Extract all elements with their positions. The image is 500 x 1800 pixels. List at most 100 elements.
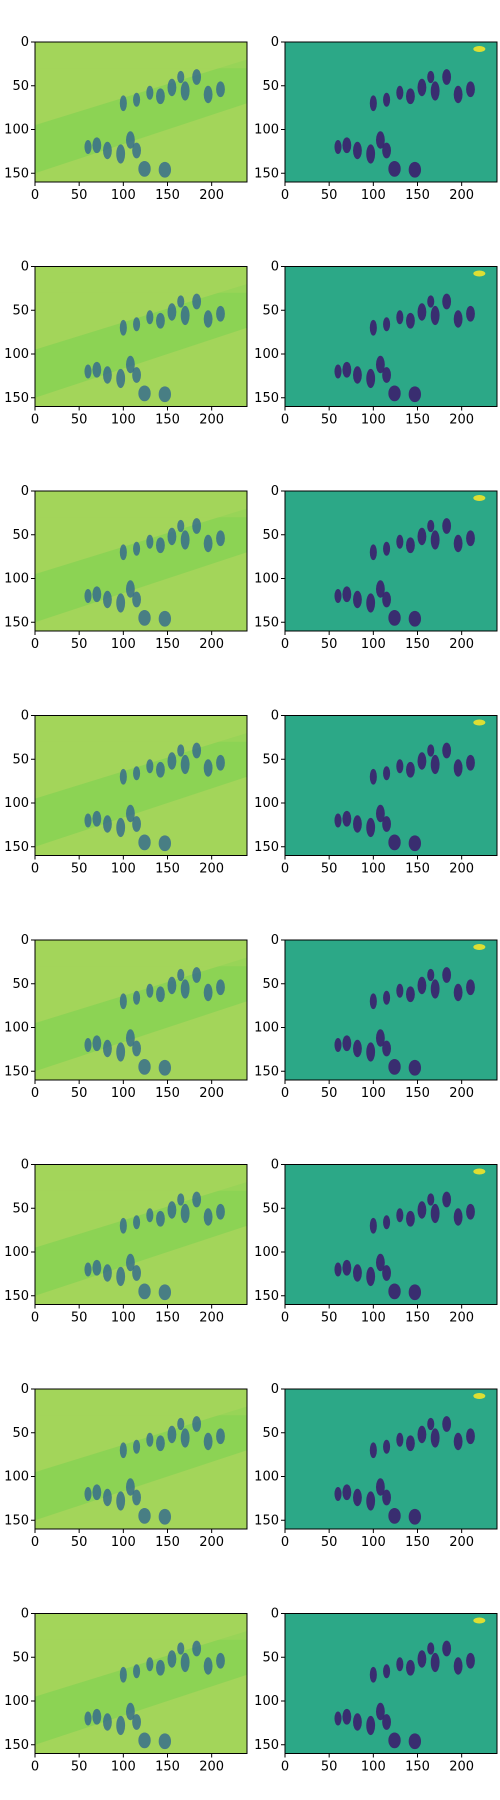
x-tick-label: 100 (361, 1086, 386, 1101)
y-tick-label: 150 (4, 1064, 29, 1079)
image-blob (167, 1650, 177, 1668)
bright-spot (473, 270, 486, 277)
image-blob (369, 768, 377, 785)
image-blob (342, 810, 352, 827)
image-top-band (35, 715, 247, 742)
image-blob (156, 88, 165, 105)
image-blob (408, 1059, 422, 1076)
image-blob (132, 142, 141, 159)
image-blob (203, 85, 213, 104)
y-tick-label: 150 (254, 1064, 279, 1079)
y-tick-label: 150 (4, 615, 29, 630)
image-background (285, 491, 497, 631)
y-tick-label: 50 (262, 977, 279, 992)
image-blob (427, 1417, 435, 1431)
image-blob (192, 69, 202, 85)
panel-image (285, 715, 497, 856)
image-blob (167, 1425, 177, 1444)
x-tick-label: 100 (111, 637, 136, 652)
image-blob (167, 976, 177, 995)
y-tick-label: 100 (254, 572, 279, 587)
image-background (285, 1164, 497, 1305)
panel-image (35, 1389, 247, 1529)
image-blob (430, 1428, 440, 1448)
x-tick-label: 150 (405, 1086, 430, 1101)
image-blob (366, 144, 376, 164)
image-blob (366, 368, 376, 389)
image-blob (382, 142, 392, 159)
image-blob (156, 1210, 165, 1227)
x-tick-label: 0 (31, 1535, 39, 1550)
image-blob (453, 983, 463, 1002)
reconstruction-panel-6: 0 50 100 150 200 0 50 100 150 (4, 1158, 248, 1326)
x-tick-label: 200 (449, 1086, 474, 1101)
y-tick-label: 50 (12, 79, 29, 94)
x-tick-label: 50 (321, 1760, 338, 1775)
y-tick-label: 50 (262, 528, 279, 543)
image-background (285, 1389, 497, 1529)
x-tick-label: 200 (449, 862, 474, 877)
image-blob (334, 140, 342, 154)
x-tick-label: 100 (111, 188, 136, 203)
y-tick-label: 50 (12, 303, 29, 318)
residual-panel-6: 0 50 100 150 200 0 50 100 150 (254, 1158, 498, 1326)
image-blob (132, 591, 141, 608)
residual-panel-7: 0 50 100 150 200 0 50 100 150 (254, 1382, 498, 1550)
image-blob (408, 610, 422, 627)
y-tick-label: 150 (254, 615, 279, 630)
image-blob (146, 759, 154, 774)
image-blob (177, 1642, 185, 1655)
y-tick-label: 50 (12, 1650, 29, 1665)
image-blob (396, 1208, 404, 1223)
y-tick-label: 150 (4, 1738, 29, 1753)
image-blob (192, 1416, 202, 1432)
bright-spot (473, 1168, 486, 1175)
image-blob (383, 766, 391, 781)
image-blob (382, 1489, 392, 1506)
image-blob (375, 1253, 385, 1272)
image-blob (180, 979, 190, 999)
image-blob (466, 1652, 475, 1669)
y-tick-label: 0 (21, 484, 29, 499)
image-blob (417, 303, 427, 321)
x-tick-label: 50 (321, 1535, 338, 1550)
image-blob (167, 78, 177, 97)
residual-panel-4: 0 50 100 150 200 0 50 100 150 (254, 709, 498, 877)
panel-image (35, 1613, 247, 1754)
axes-frame (284, 41, 498, 183)
x-tick-label: 100 (111, 1760, 136, 1775)
x-tick-label: 0 (281, 1311, 289, 1326)
image-blob (427, 519, 435, 533)
y-tick-label: 0 (21, 709, 29, 724)
bright-spot (473, 46, 486, 52)
image-blob (192, 742, 202, 759)
image-blob (427, 295, 435, 308)
x-tick-label: 200 (449, 1535, 474, 1550)
x-tick-label: 50 (71, 1311, 88, 1326)
image-background (285, 715, 497, 856)
image-blob (158, 1508, 172, 1525)
image-blob (466, 979, 475, 996)
image-blob (442, 1416, 452, 1432)
image-blob (406, 88, 415, 105)
image-blob (353, 815, 362, 833)
image-blob (334, 589, 342, 603)
y-tick-label: 100 (4, 123, 29, 138)
y-tick-label: 150 (254, 166, 279, 181)
image-blob (430, 1652, 440, 1673)
image-blob (133, 317, 141, 332)
y-tick-label: 100 (254, 347, 279, 362)
image-blob (427, 968, 435, 982)
image-blob (146, 534, 154, 549)
image-blob (158, 386, 172, 403)
image-tint (285, 1613, 497, 1754)
x-tick-label: 150 (155, 413, 180, 428)
image-blob (132, 1489, 141, 1506)
reconstruction-panel-2: 0 50 100 150 200 0 50 100 150 (4, 260, 248, 428)
image-blob (375, 1029, 385, 1047)
y-tick-label: 100 (254, 1245, 279, 1260)
image-blob (334, 813, 342, 828)
y-tick-label: 150 (254, 1738, 279, 1753)
y-tick-label: 100 (4, 796, 29, 811)
